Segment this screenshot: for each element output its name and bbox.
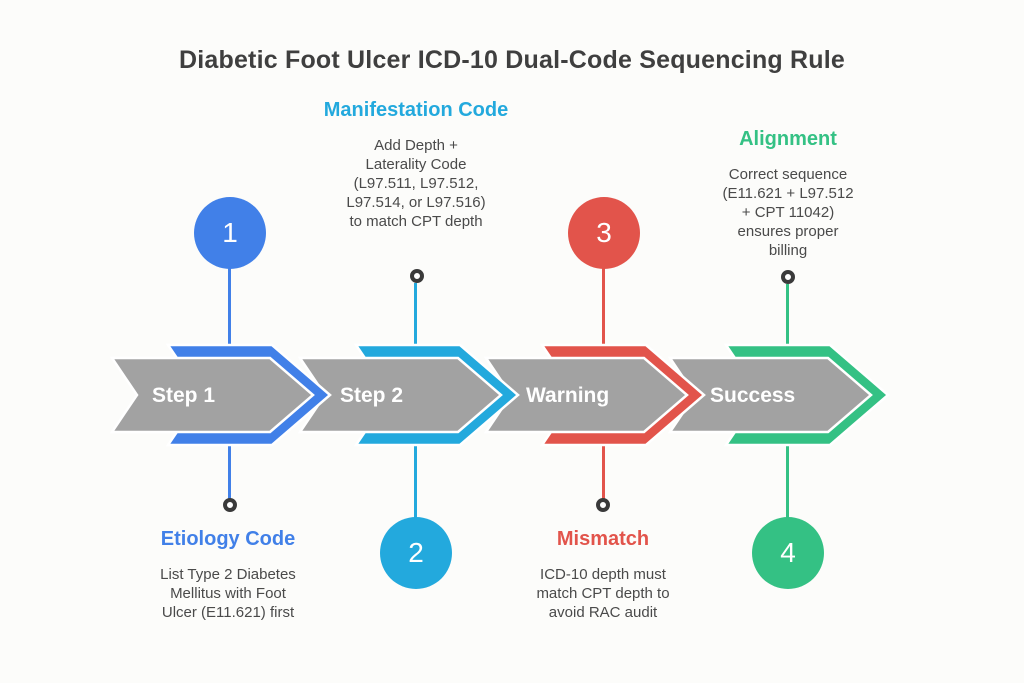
step-2-callout-body-line: Laterality Code (365, 156, 467, 173)
band-step-label-2: Step 2 (340, 384, 403, 407)
band-step-label-3: Warning (526, 384, 609, 407)
step-3-number: 3 (596, 217, 612, 248)
step-2-number-badge: 2 (380, 517, 452, 589)
step-3-number-badge: 3 (568, 197, 640, 269)
step-4-callout-body-line: billing (768, 242, 808, 259)
step-1-callout-heading: Etiology Code (160, 528, 296, 550)
step-1-callout-body-line: Mellitus with Foot (170, 585, 286, 602)
step-2-number: 2 (408, 537, 424, 568)
step-4-callout-body-line: + CPT 11042) (741, 204, 835, 221)
step-4-callout-body-line: ensures proper (737, 223, 839, 240)
step-1-bottom-connector-line (228, 444, 231, 499)
step-4-callout-heading: Alignment (739, 128, 837, 150)
step-4-callout-body-line: Correct sequence (728, 166, 848, 183)
step-2-callout-body: Add Depth + Laterality Code (L97.511, L9… (321, 136, 511, 231)
process-arrow-band: Step 1 Step 2 Warning Success (109, 343, 890, 447)
step-1-number-badge: 1 (194, 197, 266, 269)
step-2-callout-body-line: (L97.511, L97.512, (353, 175, 479, 192)
step-2-callout-heading: Manifestation Code (323, 99, 509, 121)
step-2-callout: Manifestation Code Add Depth + Lateralit… (321, 98, 511, 231)
step-3-top-connector-line (602, 268, 605, 350)
step-2-top-connector-line (414, 283, 417, 350)
step-1-callout-body-line: List Type 2 Diabetes (160, 566, 296, 583)
step-3-callout-body-line: ICD-10 depth must (540, 566, 666, 583)
step-3-endpoint-dot-icon (596, 498, 610, 512)
step-2-callout-body-line: L97.514, or L97.516) (346, 194, 486, 211)
step-1-callout-body-line: Ulcer (E11.621) first (161, 604, 295, 621)
page-title: Diabetic Foot Ulcer ICD-10 Dual-Code Seq… (178, 46, 846, 74)
step-2-bottom-connector-line (414, 444, 417, 518)
step-1-endpoint-dot-icon (223, 498, 237, 512)
step-2-endpoint-dot-icon (410, 269, 424, 283)
step-2-callout-body-line: to match CPT depth (349, 213, 483, 230)
step-4-callout: Alignment Correct sequence (E11.621 + L9… (698, 127, 878, 260)
step-4-bottom-connector-line (786, 444, 789, 518)
step-4-top-connector-line (786, 284, 789, 350)
step-3-callout-heading: Mismatch (556, 528, 650, 550)
step-4-callout-body: Correct sequence (E11.621 + L97.512 + CP… (698, 165, 878, 260)
step-3-callout-body: ICD-10 depth must match CPT depth to avo… (503, 565, 703, 622)
band-chevron-1 (109, 356, 315, 434)
step-4-number: 4 (780, 537, 796, 568)
step-1-number: 1 (222, 217, 238, 248)
band-step-label-1: Step 1 (152, 384, 215, 407)
band-step-label-4: Success (710, 384, 795, 407)
step-3-bottom-connector-line (602, 444, 605, 499)
step-3-callout-body-line: match CPT depth to (536, 585, 670, 602)
step-4-endpoint-dot-icon (781, 270, 795, 284)
step-4-number-badge: 4 (752, 517, 824, 589)
step-4-callout-body-line: (E11.621 + L97.512 (722, 185, 854, 202)
step-1-callout-body: List Type 2 Diabetes Mellitus with Foot … (128, 565, 328, 622)
step-1-callout: Etiology Code List Type 2 Diabetes Melli… (128, 527, 328, 622)
step-3-callout: Mismatch ICD-10 depth must match CPT dep… (503, 527, 703, 622)
step-3-callout-body-line: avoid RAC audit (548, 604, 658, 621)
step-2-callout-body-line: Add Depth + (374, 137, 458, 154)
step-1-top-connector-line (228, 268, 231, 350)
